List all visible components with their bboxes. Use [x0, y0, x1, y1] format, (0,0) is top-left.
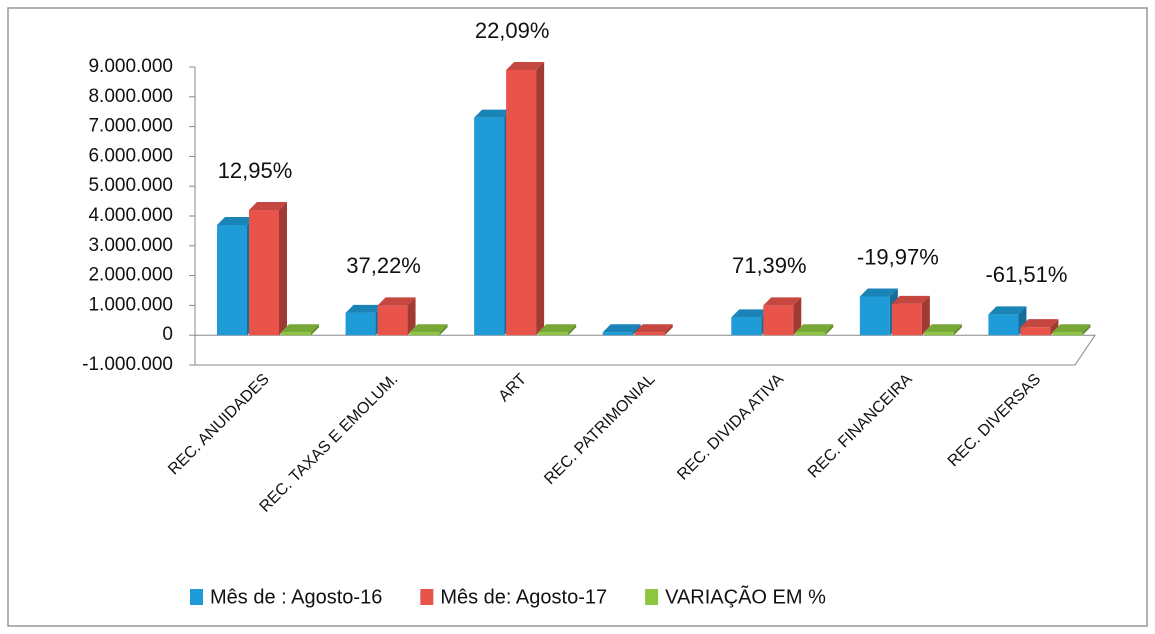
bar — [763, 305, 794, 336]
y-tick-label: 1.000.000 — [88, 294, 173, 315]
bar — [409, 332, 440, 336]
bar-side — [536, 61, 545, 336]
bar-top — [377, 297, 416, 306]
bar-top — [763, 297, 802, 306]
bar — [538, 332, 569, 336]
bar — [988, 314, 1019, 336]
bar-top — [409, 324, 448, 333]
bar-top — [634, 324, 673, 333]
bar-top — [602, 324, 641, 333]
y-tick-label: 5.000.000 — [88, 175, 173, 196]
y-tick-label: 4.000.000 — [88, 205, 173, 226]
bar-side — [921, 295, 930, 336]
y-tick-label: 3.000.000 — [88, 235, 173, 256]
data-label: -61,51% — [985, 262, 1067, 287]
bar-side — [1050, 319, 1059, 336]
bar-top — [1020, 319, 1059, 328]
bar — [281, 332, 311, 336]
legend-swatch — [420, 589, 434, 605]
bar-side — [439, 324, 448, 336]
bar-top — [795, 324, 834, 333]
bar — [377, 305, 408, 336]
chart-frame — [7, 7, 1148, 627]
bar-side — [953, 324, 962, 336]
bar-top — [281, 324, 319, 333]
bar-top — [988, 306, 1027, 315]
y-tick-label: 0 — [162, 324, 173, 345]
bar — [217, 224, 247, 336]
legend-swatch — [190, 589, 203, 605]
bar-top — [506, 61, 545, 70]
data-label: 22,09% — [475, 18, 550, 43]
legend-swatch — [645, 589, 659, 605]
bar — [474, 117, 505, 336]
bar-side — [664, 324, 673, 336]
bar — [345, 312, 376, 336]
bar — [859, 296, 890, 336]
bar-side — [407, 297, 416, 336]
bar-top — [217, 216, 255, 225]
bar-side — [311, 324, 319, 336]
bar — [795, 332, 826, 336]
bar-side — [568, 324, 577, 336]
y-tick-label: 2.000.000 — [88, 265, 173, 286]
bar-side — [1082, 324, 1091, 336]
bar-top — [923, 324, 962, 333]
bar — [891, 303, 922, 336]
bar — [634, 332, 665, 336]
data-label: -19,97% — [857, 244, 939, 269]
data-label: 71,39% — [732, 253, 807, 278]
y-tick-label: 8.000.000 — [88, 86, 173, 107]
bar-side — [825, 324, 834, 336]
bar-side — [279, 202, 287, 336]
y-tick-label: 7.000.000 — [88, 116, 173, 137]
bar — [249, 210, 279, 336]
bar-top — [891, 295, 930, 304]
bar — [602, 332, 633, 336]
data-label: 37,22% — [346, 253, 421, 278]
bar — [506, 69, 537, 336]
legend-label: VARIAÇÃO EM % — [665, 584, 826, 608]
bar-top — [731, 309, 770, 318]
bar — [1052, 332, 1083, 336]
bar-top — [859, 288, 898, 297]
data-label: 12,95% — [218, 158, 293, 183]
y-tick-label: -1.000.000 — [82, 354, 173, 375]
floor — [194, 334, 1096, 366]
bar-top — [249, 202, 287, 211]
bar-top — [345, 304, 384, 313]
bar-top — [474, 109, 513, 118]
y-tick-label: 9.000.000 — [88, 56, 173, 77]
y-tick-label: 6.000.000 — [88, 145, 173, 166]
bar-side — [793, 297, 802, 336]
legend-label: Mês de: Agosto-17 — [440, 586, 607, 608]
bar — [1020, 327, 1051, 336]
bar-top — [1052, 324, 1091, 333]
bar — [731, 317, 762, 336]
bar-top — [538, 324, 577, 333]
bar — [923, 332, 954, 336]
legend-label: Mês de : Agosto-16 — [210, 586, 382, 608]
